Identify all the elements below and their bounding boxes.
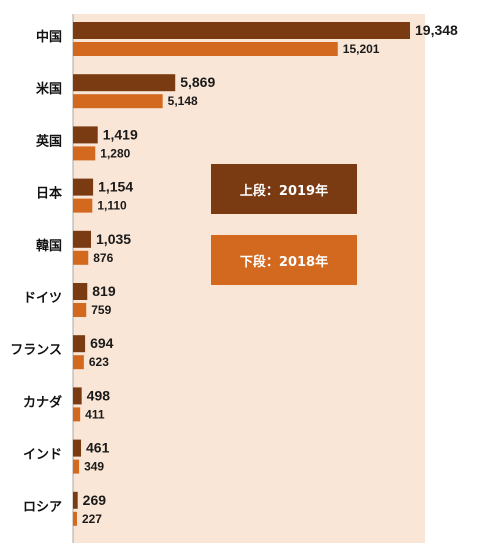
bar-2019 xyxy=(73,22,410,39)
category-label: ロシア xyxy=(23,500,62,515)
bar-2019 xyxy=(73,126,98,144)
bar-2018 xyxy=(73,146,96,161)
data-label-2018: 411 xyxy=(85,407,105,421)
data-label-2018: 623 xyxy=(89,355,109,369)
category-label: 日本 xyxy=(36,186,62,202)
bar-2019 xyxy=(73,335,86,353)
bar-2019 xyxy=(73,178,94,196)
data-label-2019: 19,348 xyxy=(415,22,458,38)
category-label: インド xyxy=(23,448,62,463)
bar-2019 xyxy=(73,74,176,92)
data-label-2018: 15,201 xyxy=(343,42,380,56)
bar-2019 xyxy=(73,439,82,457)
bar-2018 xyxy=(73,42,338,56)
bar-2018 xyxy=(73,459,80,474)
bar-2019 xyxy=(73,387,82,405)
data-label-2018: 1,110 xyxy=(97,199,127,213)
bar-2018 xyxy=(73,407,81,422)
legend-upper-label: 上段：2019年 xyxy=(239,183,329,199)
category-label: カナダ xyxy=(23,394,62,410)
bar-2018 xyxy=(73,511,77,526)
category-label: 中国 xyxy=(36,29,62,45)
bar-2019 xyxy=(73,491,78,509)
data-label-2019: 5,869 xyxy=(180,74,215,90)
category-label: 英国 xyxy=(35,133,62,149)
data-label-2018: 1,280 xyxy=(100,146,130,160)
data-label-2019: 819 xyxy=(92,283,116,299)
data-label-2019: 1,154 xyxy=(98,179,133,195)
data-label-2018: 5,148 xyxy=(168,94,198,108)
category-label: 米国 xyxy=(36,81,62,97)
bar-2018 xyxy=(73,250,89,265)
category-label: フランス xyxy=(10,343,62,358)
bar-2018 xyxy=(73,355,84,370)
data-label-2018: 759 xyxy=(91,303,111,317)
bar-2018 xyxy=(73,94,163,109)
legend-lower: 下段：2018年 xyxy=(211,235,357,285)
legend-upper: 上段：2019年 xyxy=(211,164,357,214)
data-label-2019: 1,035 xyxy=(96,231,131,247)
bar-2019 xyxy=(73,283,88,300)
data-label-2018: 227 xyxy=(82,512,102,526)
category-label: ドイツ xyxy=(23,291,62,306)
data-label-2019: 694 xyxy=(90,335,114,351)
bar-2018 xyxy=(73,198,93,213)
legend-lower-label: 下段：2018年 xyxy=(239,254,329,270)
data-label-2018: 349 xyxy=(84,460,104,474)
bar-2018 xyxy=(73,303,87,317)
data-label-2018: 876 xyxy=(93,251,113,265)
data-label-2019: 498 xyxy=(87,387,111,403)
data-label-2019: 461 xyxy=(86,440,110,456)
data-label-2019: 1,419 xyxy=(103,126,138,142)
data-label-2019: 269 xyxy=(83,492,107,508)
category-label: 韓国 xyxy=(36,238,62,254)
bar-2019 xyxy=(73,230,92,248)
